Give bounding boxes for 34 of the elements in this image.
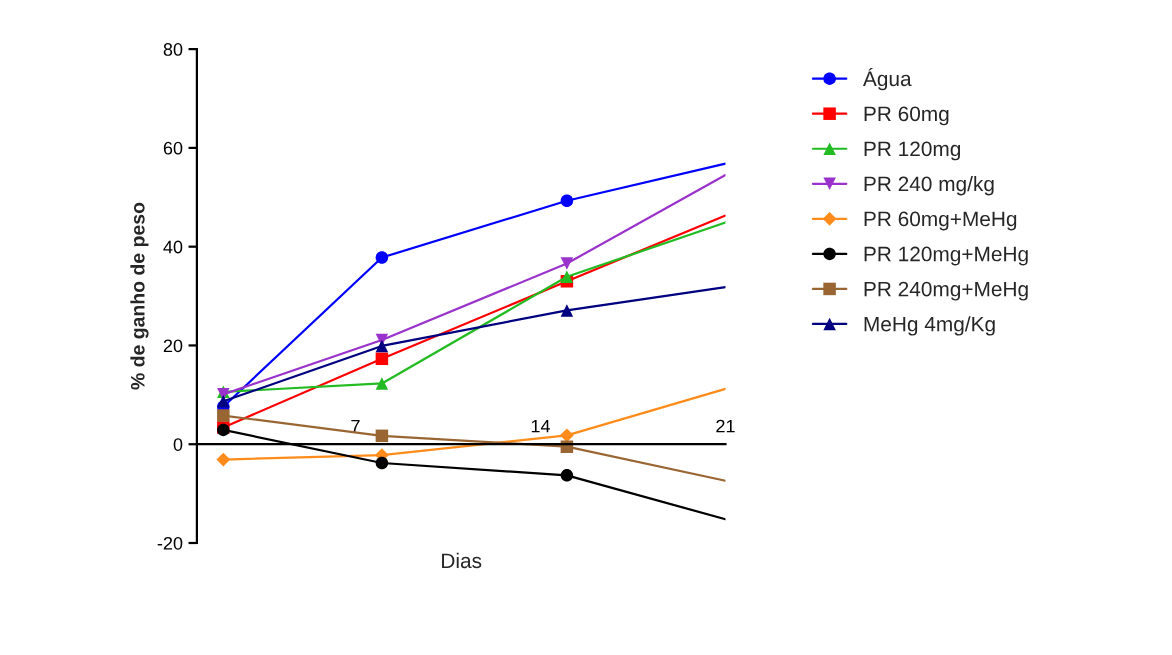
point	[560, 469, 574, 482]
point	[375, 352, 389, 366]
x-tick-label: 7	[351, 419, 360, 433]
point	[217, 409, 230, 422]
legend-label: PR 120mg	[864, 141, 961, 161]
point	[217, 395, 230, 408]
legend-label: MeHg 4mg/Kg	[864, 316, 995, 336]
legend-label: PR 60mg+MeHg	[864, 211, 1017, 231]
point	[216, 452, 231, 467]
legend-label: PR 240 mg/kg	[864, 175, 994, 196]
point	[560, 428, 574, 443]
point	[375, 339, 389, 353]
y-tick-label: 60	[163, 141, 183, 155]
y-tick-label: 0	[173, 438, 183, 451]
legend-label: PR 240mg+MeHg	[864, 281, 1028, 301]
legend-label: Água	[862, 67, 912, 91]
point	[560, 257, 574, 270]
point	[560, 194, 574, 207]
point	[375, 429, 389, 443]
y-tick-label: 20	[163, 339, 183, 353]
legend-label: PR 60mg	[864, 106, 949, 126]
y-tick-label: 80	[163, 43, 183, 56]
y-tick-label: 40	[163, 240, 183, 254]
point	[375, 456, 389, 470]
x-tick-label: 14	[531, 419, 550, 433]
x-tick-label: 21	[716, 419, 735, 433]
y-tick-label: -20	[157, 536, 183, 550]
y-axis-title: % de ganho de peso	[130, 202, 149, 390]
legend-label: PR 120mg+MeHg	[864, 246, 1028, 266]
point	[560, 304, 574, 317]
point	[560, 270, 574, 284]
point	[375, 377, 389, 390]
x-axis-title: Dias	[442, 552, 482, 569]
point	[375, 251, 389, 264]
